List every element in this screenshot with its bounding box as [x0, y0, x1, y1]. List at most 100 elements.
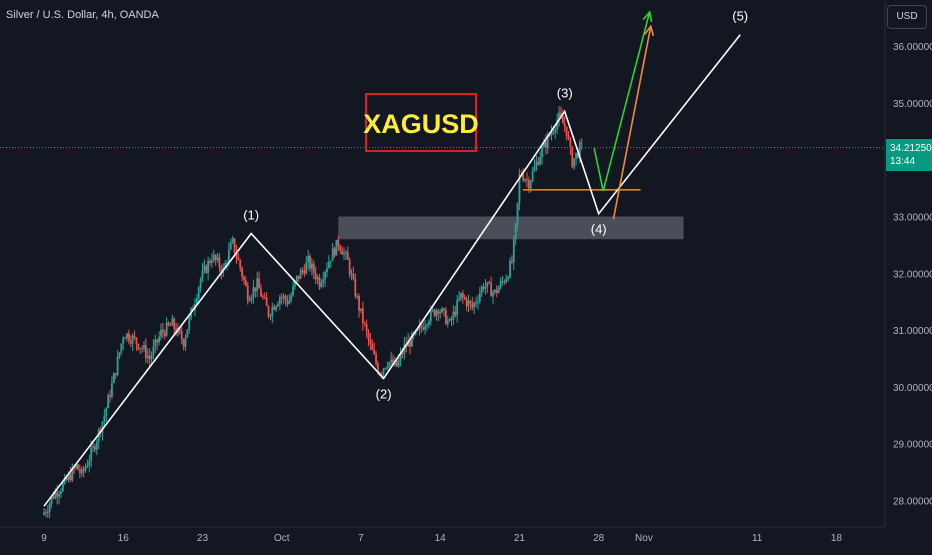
candle-up	[497, 287, 500, 293]
candle-up	[105, 408, 108, 416]
candle-up	[158, 336, 160, 343]
wave-label: (4)	[591, 222, 607, 237]
candle-up	[152, 346, 155, 356]
wave-label: (2)	[376, 386, 392, 401]
candle-up	[160, 329, 162, 337]
candle-down	[569, 138, 572, 148]
candle-down	[133, 335, 136, 338]
candle-up	[390, 359, 393, 363]
candle-down	[246, 285, 249, 301]
x-tick-label: Nov	[635, 533, 653, 544]
symbol-title[interactable]: Silver / U.S. Dollar, 4h, OANDA	[6, 9, 159, 21]
candle-up	[227, 249, 230, 264]
candle-up	[60, 491, 62, 494]
elliott-wave-path[interactable]	[43, 34, 741, 507]
candle-up	[324, 272, 327, 280]
candle-down	[365, 324, 368, 332]
candle-up	[111, 383, 113, 397]
candle-up	[120, 343, 123, 353]
candle-up	[252, 287, 255, 297]
candle-down	[265, 297, 268, 307]
candle-up	[275, 306, 277, 310]
candle-down	[488, 282, 491, 284]
candle-up	[203, 265, 206, 271]
candle-down	[156, 339, 159, 343]
candle-up	[439, 312, 442, 314]
candle-down	[182, 339, 185, 347]
candle-up	[58, 493, 60, 497]
candle-down	[267, 306, 270, 317]
candle-up	[344, 252, 347, 254]
candle-up	[350, 273, 353, 275]
candle-up	[112, 373, 115, 384]
candle-up	[356, 296, 359, 298]
symbol-annotation-box[interactable]	[365, 93, 477, 152]
candle-up	[116, 356, 119, 376]
candle-down	[337, 239, 340, 247]
last-price-tag: 34.21250 13:44	[886, 139, 932, 171]
candle-up	[435, 310, 438, 316]
candle-down	[341, 250, 343, 255]
candle-down	[241, 268, 243, 277]
orange-arrow[interactable]	[612, 26, 652, 220]
candle-up	[282, 296, 285, 298]
candle-down	[461, 292, 464, 297]
candle-up	[458, 298, 460, 301]
currency-selector-button[interactable]: USD	[887, 5, 927, 29]
candle-down	[420, 325, 423, 328]
candle-down	[565, 126, 568, 137]
candle-up	[446, 320, 449, 325]
candle-up	[509, 260, 511, 278]
candle-up	[505, 279, 508, 283]
candle-down	[373, 350, 376, 355]
candle-up	[248, 300, 251, 302]
candle-up	[48, 503, 51, 512]
candle-up	[269, 315, 272, 317]
candle-down	[333, 248, 336, 256]
candle-down	[180, 331, 183, 340]
candle-up	[320, 282, 323, 287]
candle-down	[169, 325, 172, 327]
candle-up	[278, 297, 281, 304]
candle-up	[150, 355, 153, 360]
candle-down	[280, 297, 283, 299]
candle-up	[484, 286, 487, 289]
candle-up	[46, 511, 49, 514]
candle-down	[571, 147, 574, 168]
wave-label: (1)	[243, 208, 259, 223]
candle-up	[501, 281, 504, 283]
candle-up	[199, 279, 202, 288]
candle-down	[309, 256, 311, 269]
candle-up	[429, 309, 432, 322]
candle-up	[143, 345, 145, 349]
x-tick-label: 28	[593, 533, 605, 544]
candle-down	[560, 112, 562, 118]
y-tick-label: 32.00000	[893, 269, 932, 280]
candle-down	[392, 359, 394, 365]
candle-down	[510, 260, 513, 263]
candle-down	[314, 272, 317, 280]
candle-down	[161, 329, 164, 333]
support-zone[interactable]	[338, 216, 684, 240]
candle-up	[299, 270, 302, 279]
candle-up	[288, 301, 291, 304]
candle-down	[235, 252, 238, 258]
candle-down	[78, 469, 81, 474]
candle-up	[388, 362, 391, 367]
candle-up	[50, 496, 53, 504]
candle-down	[577, 152, 579, 158]
candle-up	[426, 324, 428, 327]
candle-down	[469, 300, 472, 304]
candle-down	[114, 373, 117, 376]
green-arrow[interactable]	[593, 11, 651, 192]
candle-down	[175, 328, 177, 334]
candle-up	[554, 129, 557, 132]
candle-up	[201, 270, 204, 280]
candle-down	[348, 259, 351, 275]
candle-up	[256, 278, 259, 292]
candle-up	[322, 279, 325, 283]
candle-down	[205, 265, 208, 273]
